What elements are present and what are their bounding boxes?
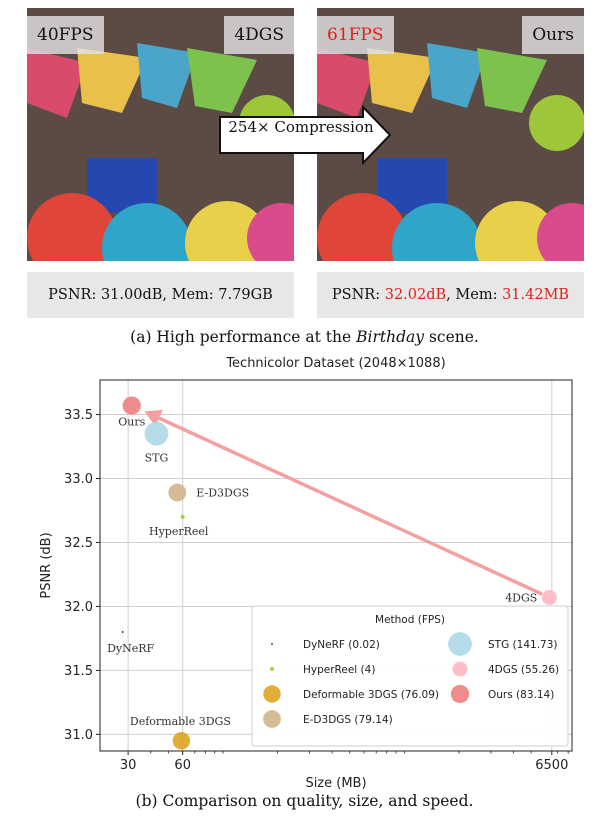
y-tick-label: 33.0 <box>64 472 93 487</box>
point-label-ours: Ours <box>118 416 145 429</box>
legend-entry-stg: STG (141.73) <box>488 639 558 651</box>
point-dynerf <box>121 631 124 633</box>
psnr-size-chart: Technicolor Dataset (2048×1088) 31.0 31.5 3… <box>39 356 573 790</box>
x-tick-label: 60 <box>174 758 191 773</box>
caption-b: (b) Comparison on quality, size, and spe… <box>135 792 474 810</box>
legend-title: Method (FPS) <box>375 614 445 626</box>
stats-4dgs: PSNR: 31.00dB, Mem: 7.79GB <box>27 272 294 318</box>
point-label-dynerf: DyNeRF <box>107 642 154 655</box>
fps-label: 40FPS <box>27 16 104 54</box>
y-tick-label: 31.5 <box>64 664 93 679</box>
point-4dgs <box>541 590 557 605</box>
mem-value: 31.42MB <box>502 287 570 303</box>
point-label-stg: STG <box>145 452 169 465</box>
legend-marker-e-d3dgs <box>263 710 281 728</box>
point-hyperreel <box>180 514 185 519</box>
legend-marker-hyperreel <box>270 667 274 671</box>
legend-entry-ours: Ours (83.14) <box>488 689 554 701</box>
point-label-e-d3dgs: E-D3DGS <box>196 487 249 500</box>
y-tick-label: 33.5 <box>64 408 93 423</box>
psnr-prefix: PSNR: <box>331 287 385 303</box>
legend-box <box>251 605 569 747</box>
legend-entry-e-d3dgs: E-D3DGS (79.14) <box>303 714 393 726</box>
compression-label: 254× Compression <box>228 118 374 136</box>
mem-prefix: , Mem: <box>162 287 219 303</box>
y-tick-label: 32.0 <box>64 600 93 615</box>
legend-marker-ours <box>450 684 470 704</box>
legend-marker-deformable-3dgs <box>263 685 281 703</box>
point-label-hyperreel: HyperReel <box>149 525 209 538</box>
method-label: Ours <box>522 16 584 54</box>
point-label-deformable-3dgs: Deformable 3DGS <box>130 715 231 728</box>
legend-marker-dynerf <box>271 643 273 645</box>
psnr-value: 32.02dB <box>384 287 447 303</box>
method-label: 4DGS <box>224 16 294 54</box>
improvement-arrow-shaft <box>158 416 543 596</box>
improvement-arrow-head <box>144 409 163 427</box>
caption-a-post: scene. <box>424 328 479 346</box>
legend-marker-stg <box>448 632 472 656</box>
y-axis-title: PSNR (dB) <box>39 532 54 598</box>
fps-label: 61FPS <box>317 16 394 54</box>
y-tick-label: 31.0 <box>64 728 93 743</box>
point-ours <box>122 396 141 415</box>
compression-arrow <box>219 105 392 165</box>
y-tick-label: 32.5 <box>64 536 93 551</box>
caption-a-scene: Birthday <box>356 328 425 346</box>
caption-a: (a) High performance at the Birthday sce… <box>0 328 609 346</box>
legend-entry-dynerf: DyNeRF (0.02) <box>303 639 380 651</box>
caption-a-pre: (a) High performance at the <box>130 328 357 346</box>
legend-entry-deformable-3dgs: Deformable 3DGS (76.09) <box>303 689 439 701</box>
point-e-d3dgs <box>168 483 187 502</box>
psnr-value: 31.00dB <box>100 287 163 303</box>
mem-prefix: , Mem: <box>446 287 503 303</box>
psnr-prefix: PSNR: <box>48 287 101 303</box>
legend-entry-4dgs: 4DGS (55.26) <box>488 664 559 676</box>
point-deformable-3dgs <box>172 732 191 750</box>
x-tick-label: 30 <box>120 758 137 773</box>
point-label-4dgs: 4DGS <box>505 591 537 604</box>
legend-entry-hyperreel: HyperReel (4) <box>303 664 375 676</box>
point-stg <box>144 421 169 446</box>
legend-marker-4dgs <box>452 661 468 677</box>
x-axis-title: Size (MB) <box>305 776 366 790</box>
plot-frame <box>99 379 573 752</box>
chart-title: Technicolor Dataset (2048×1088) <box>225 356 445 371</box>
x-tick-label: 6500 <box>535 758 568 773</box>
mem-value: 7.79GB <box>218 287 273 303</box>
stats-ours: PSNR: 32.02dB, Mem: 31.42MB <box>317 272 584 318</box>
